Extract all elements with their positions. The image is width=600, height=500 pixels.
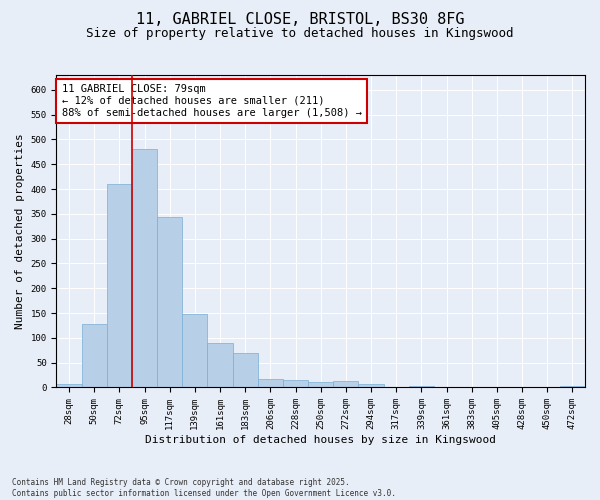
Bar xyxy=(333,380,358,388)
Bar xyxy=(409,386,434,388)
Bar xyxy=(56,384,82,388)
Bar xyxy=(107,184,132,388)
Bar xyxy=(82,324,107,388)
X-axis label: Distribution of detached houses by size in Kingswood: Distribution of detached houses by size … xyxy=(145,435,496,445)
Text: Contains HM Land Registry data © Crown copyright and database right 2025.
Contai: Contains HM Land Registry data © Crown c… xyxy=(12,478,396,498)
Bar xyxy=(258,378,283,388)
Bar xyxy=(233,353,258,388)
Bar xyxy=(132,150,157,388)
Y-axis label: Number of detached properties: Number of detached properties xyxy=(15,134,25,329)
Text: 11 GABRIEL CLOSE: 79sqm
← 12% of detached houses are smaller (211)
88% of semi-d: 11 GABRIEL CLOSE: 79sqm ← 12% of detache… xyxy=(62,84,362,117)
Bar xyxy=(283,380,308,388)
Text: Size of property relative to detached houses in Kingswood: Size of property relative to detached ho… xyxy=(86,28,514,40)
Bar xyxy=(358,384,383,388)
Bar xyxy=(208,343,233,388)
Bar xyxy=(308,382,333,388)
Bar xyxy=(560,386,585,388)
Bar xyxy=(182,314,208,388)
Bar xyxy=(157,218,182,388)
Text: 11, GABRIEL CLOSE, BRISTOL, BS30 8FG: 11, GABRIEL CLOSE, BRISTOL, BS30 8FG xyxy=(136,12,464,28)
